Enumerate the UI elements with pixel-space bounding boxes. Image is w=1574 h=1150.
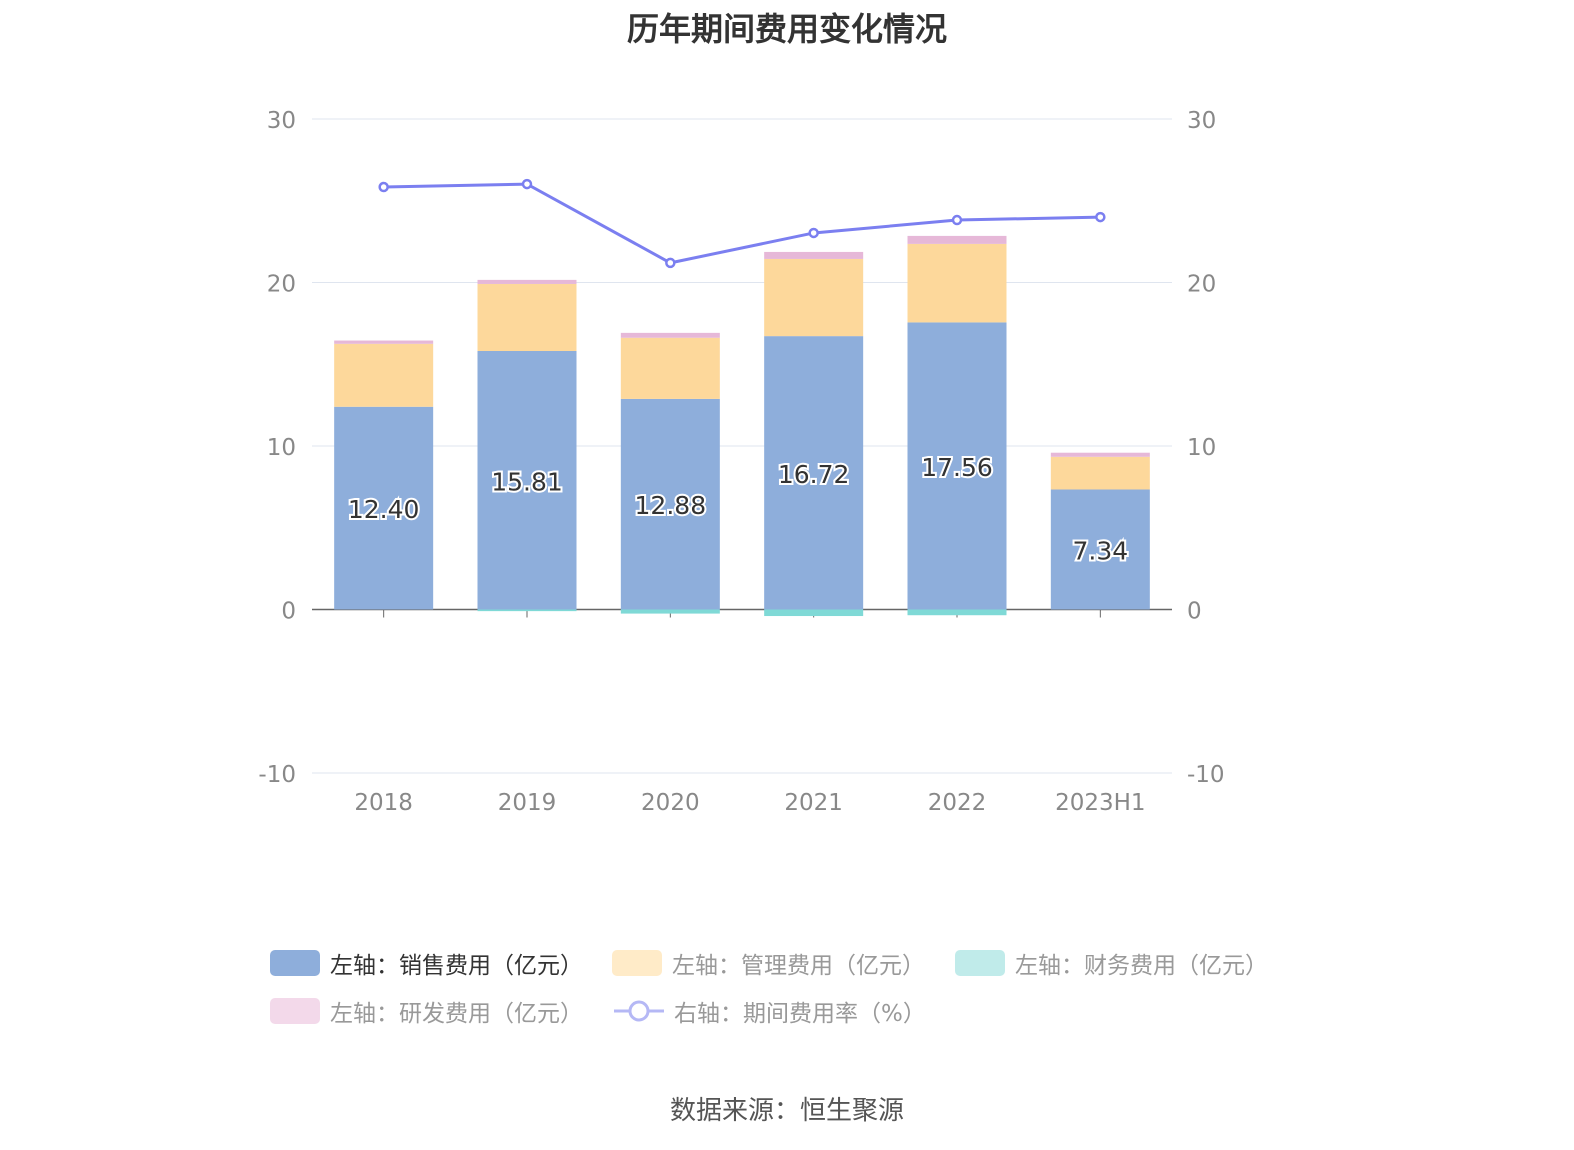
legend-swatch: [270, 998, 320, 1024]
bar-data-label: 12.40: [348, 495, 420, 524]
legend-swatch: [270, 950, 320, 976]
bar-segment: [907, 243, 1007, 323]
bar-segment: [764, 609, 864, 617]
data-source: 数据来源：恒生聚源: [669, 1096, 904, 1126]
left-tick-label: 20: [267, 272, 296, 298]
bar-segment: [1050, 456, 1150, 490]
bar-segment: [620, 337, 720, 399]
legend-label: 左轴：研发费用（亿元）: [330, 1001, 583, 1027]
right-tick-label: 20: [1187, 272, 1216, 298]
bar-segment: [477, 283, 577, 352]
bar-segment: [907, 235, 1007, 244]
legend-item-admin[interactable]: 左轴：管理费用（亿元）: [612, 946, 925, 980]
bar-segment: [334, 406, 434, 610]
legend-label: 左轴：管理费用（亿元）: [672, 953, 925, 979]
bar-segment: [907, 322, 1007, 610]
legend-label: 右轴：期间费用率（%）: [674, 1001, 926, 1027]
legend-line-icon: [614, 1000, 664, 1022]
bar-segment: [764, 258, 864, 337]
rate-point: [951, 214, 963, 226]
bar-segment: [907, 609, 1007, 616]
legend-label: 左轴：销售费用（亿元）: [330, 953, 583, 979]
rate-point: [378, 181, 389, 193]
bar-segment: [764, 336, 864, 610]
left-tick-label: 10: [267, 435, 296, 461]
rate-point: [521, 178, 533, 190]
bar-data-label: 12.88: [635, 491, 707, 520]
x-tick-label: 2021: [784, 790, 843, 816]
bar-segment: [620, 398, 720, 610]
x-tick-label: 2020: [641, 790, 700, 816]
bar-data-label: 7.34: [1072, 536, 1128, 565]
bar-segment: [477, 279, 577, 284]
legend-item-rnd[interactable]: 左轴：研发费用（亿元）: [270, 994, 583, 1028]
left-tick-label: -10: [258, 762, 296, 788]
legend-item-finance[interactable]: 左轴：财务费用（亿元）: [955, 946, 1268, 980]
x-tick-label: 2022: [928, 790, 987, 816]
bar-segment: [334, 340, 434, 344]
bar-segment: [620, 609, 720, 614]
right-tick-label: 0: [1187, 599, 1202, 625]
bar-segment: [620, 332, 720, 338]
bar-segment: [1050, 452, 1150, 457]
bar-data-label: 16.72: [778, 460, 850, 489]
right-tick-label: -10: [1187, 762, 1225, 788]
legend-swatch: [955, 950, 1005, 976]
rate-point: [1095, 211, 1106, 223]
left-tick-label: 0: [281, 599, 296, 625]
bar-segment: [477, 351, 577, 610]
right-tick-label: 30: [1187, 108, 1216, 134]
rate-line: [383, 182, 1101, 265]
x-tick-label: 2018: [354, 790, 413, 816]
bar-segment: [477, 609, 577, 612]
legend-label: 左轴：财务费用（亿元）: [1015, 953, 1268, 979]
bar-segment: [764, 251, 864, 259]
x-tick-label: 2019: [498, 790, 557, 816]
bar-segment: [334, 343, 434, 407]
rate-point: [665, 257, 676, 269]
legend-item-rate[interactable]: 右轴：期间费用率（%）: [614, 994, 926, 1028]
rate-point: [808, 227, 819, 239]
bar-segment: [1050, 489, 1150, 610]
bar-data-label: 17.56: [921, 453, 993, 482]
legend-swatch: [612, 950, 662, 976]
x-tick-label: 2023H1: [1055, 790, 1145, 816]
left-tick-label: 30: [267, 108, 296, 134]
chart-title: 历年期间费用变化情况: [626, 10, 947, 48]
bar-data-label: 15.81: [491, 467, 563, 496]
legend-item-sales[interactable]: 左轴：销售费用（亿元）: [270, 946, 583, 980]
right-tick-label: 10: [1187, 435, 1216, 461]
